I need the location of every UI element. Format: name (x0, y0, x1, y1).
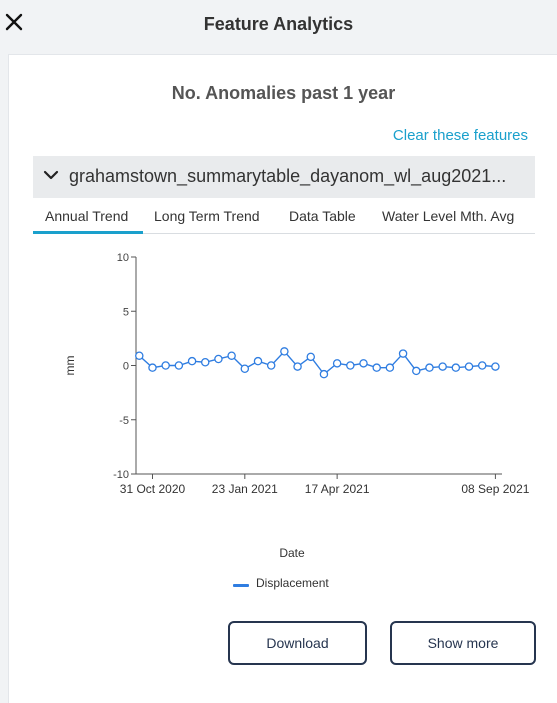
series-line-displacement (138, 350, 496, 376)
analytics-panel: No. Anomalies past 1 year Clear these fe… (8, 54, 557, 703)
tab-water-level-mth-avg[interactable]: Water Level Mth. Avg (382, 208, 515, 224)
data-point (280, 347, 289, 356)
data-point (451, 363, 461, 372)
data-point (227, 351, 236, 360)
y-tick-label: -5 (119, 415, 129, 427)
header-bar: Feature Analytics (0, 0, 557, 52)
data-point (438, 362, 447, 371)
data-point (477, 361, 487, 370)
data-point (148, 363, 157, 372)
data-point (306, 352, 316, 362)
y-tick-label: 10 (117, 252, 129, 264)
data-point (372, 363, 381, 372)
data-point (464, 362, 474, 371)
panel-title: No. Anomalies past 1 year (171, 83, 396, 103)
data-point (214, 354, 223, 364)
close-icon (5, 13, 23, 31)
data-point (332, 359, 342, 368)
x-tick-label: 23 Jan 2021 (212, 482, 278, 496)
data-point (266, 361, 276, 370)
chevron-down-icon (43, 170, 59, 180)
tab-annual-trend[interactable]: Annual Trend (45, 208, 129, 224)
data-point (398, 349, 408, 358)
data-point (253, 356, 263, 366)
dataset-selector[interactable]: grahamstown_summarytable_dayanom_wl_aug2… (33, 156, 535, 198)
clear-features-link[interactable]: Clear these features (392, 127, 528, 144)
tab-data-table[interactable]: Data Table (289, 208, 356, 224)
data-point (359, 359, 368, 368)
tab-long-term-trend[interactable]: Long Term Trend (154, 208, 260, 224)
data-point (174, 361, 184, 370)
y-tick-label: -10 (113, 469, 129, 481)
x-axis-label: Date (279, 546, 305, 560)
data-point (319, 369, 329, 379)
y-tick-label: 0 (123, 361, 129, 373)
x-tick-label: 08 Sep 2021 (461, 482, 529, 496)
data-point (200, 357, 210, 367)
active-tab-indicator (33, 231, 143, 234)
legend-swatch (233, 584, 249, 587)
data-point (135, 351, 144, 360)
close-button[interactable] (4, 11, 24, 33)
data-point (425, 363, 434, 372)
download-button[interactable]: Download (228, 621, 367, 665)
show-more-button[interactable]: Show more (390, 621, 536, 665)
data-point (161, 361, 170, 370)
page-title: Feature Analytics (203, 14, 354, 34)
y-tick-label: 5 (123, 306, 129, 318)
data-point (385, 363, 395, 372)
dataset-name: grahamstown_summarytable_dayanom_wl_aug2… (69, 166, 507, 186)
x-tick-label: 17 Apr 2021 (305, 482, 370, 496)
data-point (240, 364, 250, 374)
data-point (293, 362, 302, 371)
data-point (187, 356, 197, 366)
data-point (346, 361, 355, 370)
x-tick-label: 31 Oct 2020 (120, 482, 186, 496)
legend-label: Displacement (256, 576, 329, 590)
data-point (412, 366, 421, 376)
tab-bar: Annual Trend Long Term Trend Data Table … (33, 198, 535, 234)
y-axis-label: mm (63, 356, 77, 376)
data-point (491, 362, 500, 371)
